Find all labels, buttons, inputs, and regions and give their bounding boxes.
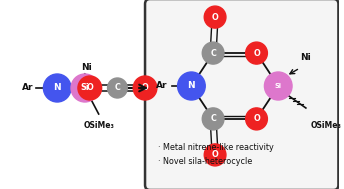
Text: N: N <box>53 84 61 92</box>
Circle shape <box>204 144 226 166</box>
Text: Si: Si <box>275 83 282 89</box>
Text: O: O <box>253 49 260 58</box>
Text: Ni: Ni <box>301 53 311 63</box>
Text: N: N <box>187 81 195 91</box>
Circle shape <box>108 78 127 98</box>
FancyBboxPatch shape <box>145 0 338 189</box>
Text: Ni: Ni <box>82 64 92 73</box>
Text: C: C <box>115 84 120 92</box>
Circle shape <box>246 42 267 64</box>
Text: C: C <box>210 114 216 123</box>
Circle shape <box>204 6 226 28</box>
Text: O: O <box>212 13 218 22</box>
Text: OSiMe₃: OSiMe₃ <box>310 122 341 130</box>
Text: O: O <box>253 114 260 123</box>
Circle shape <box>71 74 99 102</box>
Circle shape <box>265 72 292 100</box>
Circle shape <box>133 76 157 100</box>
Text: Si: Si <box>80 84 89 92</box>
Circle shape <box>246 108 267 130</box>
Text: O: O <box>142 84 148 92</box>
Text: Ar: Ar <box>22 84 33 92</box>
Text: C: C <box>210 49 216 58</box>
Circle shape <box>202 42 224 64</box>
Text: O: O <box>86 84 93 92</box>
Text: O: O <box>212 150 218 159</box>
Circle shape <box>43 74 71 102</box>
Text: OSiMe₃: OSiMe₃ <box>83 122 114 130</box>
Text: Ar: Ar <box>156 81 168 91</box>
Circle shape <box>178 72 205 100</box>
Text: · Novel sila-heterocycle: · Novel sila-heterocycle <box>158 157 252 167</box>
Circle shape <box>78 76 101 100</box>
Text: · Metal nitrene-like reactivity: · Metal nitrene-like reactivity <box>158 143 273 153</box>
Circle shape <box>202 108 224 130</box>
